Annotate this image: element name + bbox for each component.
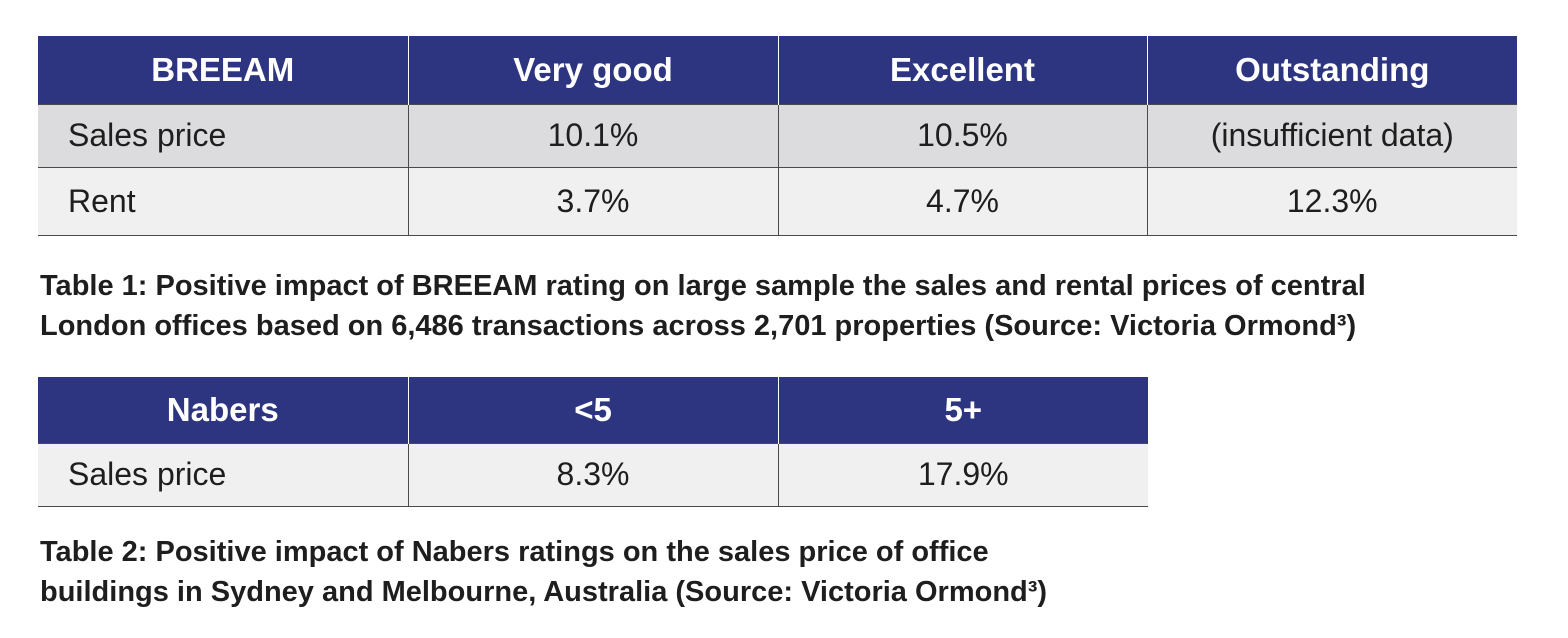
table-cell: 3.7% bbox=[407, 167, 778, 236]
table1-caption-line2: London offices based on 6,486 transactio… bbox=[40, 310, 1357, 342]
header-outstanding: Outstanding bbox=[1146, 36, 1517, 104]
table-cell: 10.5% bbox=[777, 103, 1147, 168]
table-header-row: BREEAM Very good Excellent Outstanding bbox=[38, 36, 1517, 104]
table1-caption-line1: Table 1: Positive impact of BREEAM ratin… bbox=[40, 270, 1366, 302]
table-cell: 8.3% bbox=[407, 442, 778, 507]
table-cell: 10.1% bbox=[407, 103, 778, 168]
table-row: Sales price 8.3% 17.9% bbox=[38, 442, 1148, 507]
table-cell: 17.9% bbox=[777, 442, 1148, 507]
table2-caption-line2: buildings in Sydney and Melbourne, Austr… bbox=[40, 576, 1048, 608]
header-nabers: Nabers bbox=[38, 377, 408, 443]
header-5-plus: 5+ bbox=[777, 377, 1148, 443]
header-excellent: Excellent bbox=[777, 36, 1147, 104]
table-cell: 4.7% bbox=[777, 167, 1147, 236]
table2-caption-line1: Table 2: Positive impact of Nabers ratin… bbox=[40, 536, 989, 568]
table-row: Sales price 10.1% 10.5% (insufficient da… bbox=[38, 103, 1517, 168]
table-row: Rent 3.7% 4.7% 12.3% bbox=[38, 167, 1517, 236]
table-cell: (insufficient data) bbox=[1146, 103, 1517, 168]
breeam-table: BREEAM Very good Excellent Outstanding S… bbox=[38, 36, 1517, 236]
table-header-row: Nabers <5 5+ bbox=[38, 377, 1148, 443]
table2-caption: Table 2: Positive impact of Nabers ratin… bbox=[40, 532, 1140, 612]
header-very-good: Very good bbox=[407, 36, 778, 104]
row-label-sales-price: Sales price bbox=[38, 442, 408, 507]
row-label-sales-price: Sales price bbox=[38, 103, 408, 168]
table1-caption: Table 1: Positive impact of BREEAM ratin… bbox=[40, 266, 1540, 346]
table-cell: 12.3% bbox=[1146, 167, 1517, 236]
header-breeam: BREEAM bbox=[38, 36, 408, 104]
nabers-table: Nabers <5 5+ Sales price 8.3% 17.9% bbox=[38, 377, 1148, 507]
header-below-5: <5 bbox=[407, 377, 778, 443]
row-label-rent: Rent bbox=[38, 167, 408, 236]
